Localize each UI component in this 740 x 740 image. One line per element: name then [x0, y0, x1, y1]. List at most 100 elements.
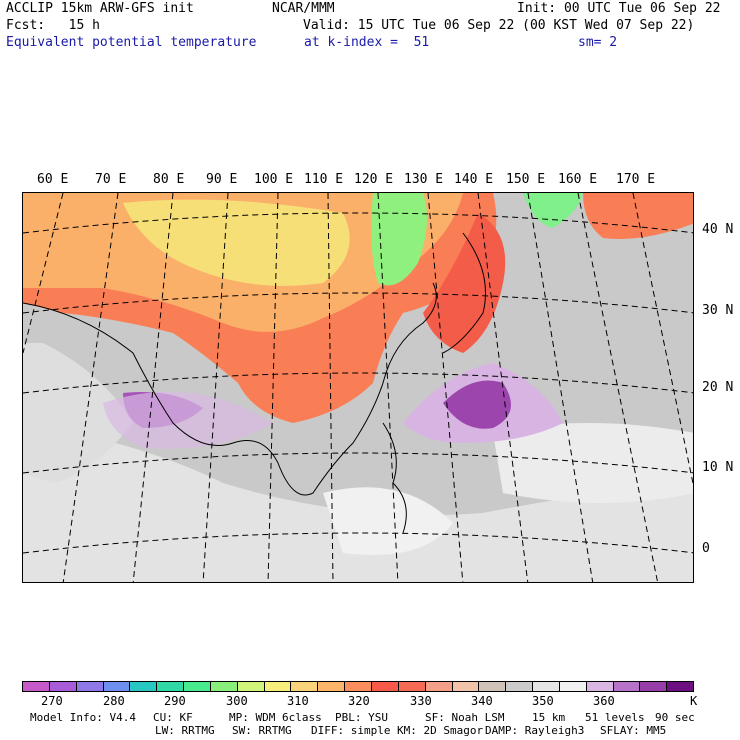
footer-damp: DAMP: Rayleigh3: [485, 724, 585, 737]
footer-pbl: PBL: YSU: [335, 711, 388, 724]
lat-label: 10 N: [702, 460, 734, 475]
longitude-line: [327, 193, 334, 582]
colorbar: [22, 681, 694, 692]
title-level: at k-index = 51: [304, 35, 430, 50]
colorbar-swatch: [237, 682, 265, 691]
lon-label: 150 E: [506, 172, 546, 187]
latitude-line: [23, 372, 693, 394]
colorbar-swatch: [318, 682, 346, 691]
longitude-line: [527, 193, 594, 582]
colorbar-label: 360: [593, 694, 615, 708]
bay-light-region: [23, 343, 133, 483]
longitude-line: [62, 193, 119, 582]
longitude-line: [267, 193, 279, 582]
colorbar-swatch: [130, 682, 158, 691]
japan-coastline: [442, 232, 486, 354]
lon-label: 70 E: [95, 172, 127, 187]
footer-mp: MP: WDM 6class: [229, 711, 322, 724]
colorbar-swatch: [103, 682, 131, 691]
colorbar-swatch: [264, 682, 292, 691]
colorbar-swatch: [371, 682, 399, 691]
asia-coastline: [23, 282, 437, 496]
colorbar-label: 270: [41, 694, 63, 708]
colorbar-label: 300: [226, 694, 248, 708]
colorbar-swatch: [49, 682, 77, 691]
title-init: Init: 00 UTC Tue 06 Sep 22: [517, 1, 721, 16]
colorbar-label: 320: [348, 694, 370, 708]
warm-airmass-yellow: [123, 199, 350, 286]
lon-label: 160 E: [558, 172, 598, 187]
footer-cu: CU: KF: [153, 711, 193, 724]
colorbar-swatch: [291, 682, 319, 691]
longitude-line: [23, 193, 64, 354]
footer-sw: SW: RRTMG: [232, 724, 292, 737]
footer-km: KM: 2D Smagor: [397, 724, 484, 737]
lat-label: 30 N: [702, 303, 734, 318]
lat-label: 20 N: [702, 380, 734, 395]
title-org: NCAR/MMM: [272, 1, 335, 16]
longitude-line: [427, 193, 464, 582]
colorbar-swatch: [184, 682, 211, 691]
longitude-line: [202, 193, 229, 582]
lon-label: 130 E: [404, 172, 444, 187]
footer-diff: DIFF: simple: [311, 724, 391, 737]
colorbar-swatch: [479, 682, 507, 691]
colorbar-swatch: [667, 682, 694, 691]
colorbar-unit: K: [690, 694, 698, 708]
colorbar-swatch: [452, 682, 480, 691]
theta-e-map: [22, 192, 694, 583]
lon-label: 170 E: [616, 172, 656, 187]
colorbar-swatch: [425, 682, 453, 691]
title-forecast: Fcst: 15 h: [6, 18, 100, 33]
bengal-moist-light: [103, 391, 273, 449]
longitude-line: [132, 193, 174, 582]
lon-label: 80 E: [153, 172, 185, 187]
lon-label: 60 E: [37, 172, 69, 187]
footer-timestep: 90 sec: [655, 711, 695, 724]
cool-airmass-green: [371, 193, 427, 286]
colorbar-swatch: [640, 682, 668, 691]
colorbar-swatch: [613, 682, 641, 691]
longitude-line: [632, 193, 693, 486]
longitude-line: [377, 193, 399, 582]
lon-label: 100 E: [254, 172, 294, 187]
northern-green-patch: [523, 193, 583, 228]
colorbar-swatch: [345, 682, 372, 691]
footer-sf: SF: Noah LSM: [425, 711, 505, 724]
colorbar-swatch: [210, 682, 238, 691]
map-canvas: [23, 193, 693, 582]
colorbar-label: 310: [287, 694, 309, 708]
latitude-line: [23, 452, 693, 474]
colorbar-label: 350: [532, 694, 554, 708]
footer-sflay: SFLAY: MM5: [600, 724, 667, 737]
lon-label: 140 E: [454, 172, 494, 187]
longitude-line: [477, 193, 529, 582]
colorbar-label: 330: [410, 694, 432, 708]
latitude-line: [23, 532, 693, 554]
colorbar-swatch: [157, 682, 185, 691]
footer-model-info: Model Info: V4.4: [30, 711, 136, 724]
colorbar-swatch: [76, 682, 104, 691]
colorbar-label: 280: [103, 694, 125, 708]
colorbar-label: 340: [471, 694, 493, 708]
tropical-moist-core: [443, 380, 511, 429]
sea-light-patch: [323, 487, 453, 555]
colorbar-swatch: [533, 682, 560, 691]
lat-label: 0: [702, 541, 710, 556]
title-field: Equivalent potential temperature: [6, 35, 257, 50]
lat-label: 40 N: [702, 222, 734, 237]
colorbar-swatch: [559, 682, 587, 691]
longitude-line: [577, 193, 659, 582]
footer-levels: 51 levels: [585, 711, 645, 724]
lon-label: 120 E: [354, 172, 394, 187]
colorbar-label: 290: [164, 694, 186, 708]
graticule: [23, 193, 693, 582]
footer-resolution: 15 km: [532, 711, 566, 724]
footer-lw: LW: RRTMG: [155, 724, 215, 737]
latitude-line: [23, 212, 693, 234]
title-valid: Valid: 15 UTC Tue 06 Sep 22 (00 KST Wed …: [303, 18, 695, 33]
lon-label: 90 E: [206, 172, 238, 187]
colorbar-swatch: [586, 682, 614, 691]
title-model: ACCLIP 15km ARW-GFS init: [6, 1, 194, 16]
latitude-line: [23, 292, 693, 314]
